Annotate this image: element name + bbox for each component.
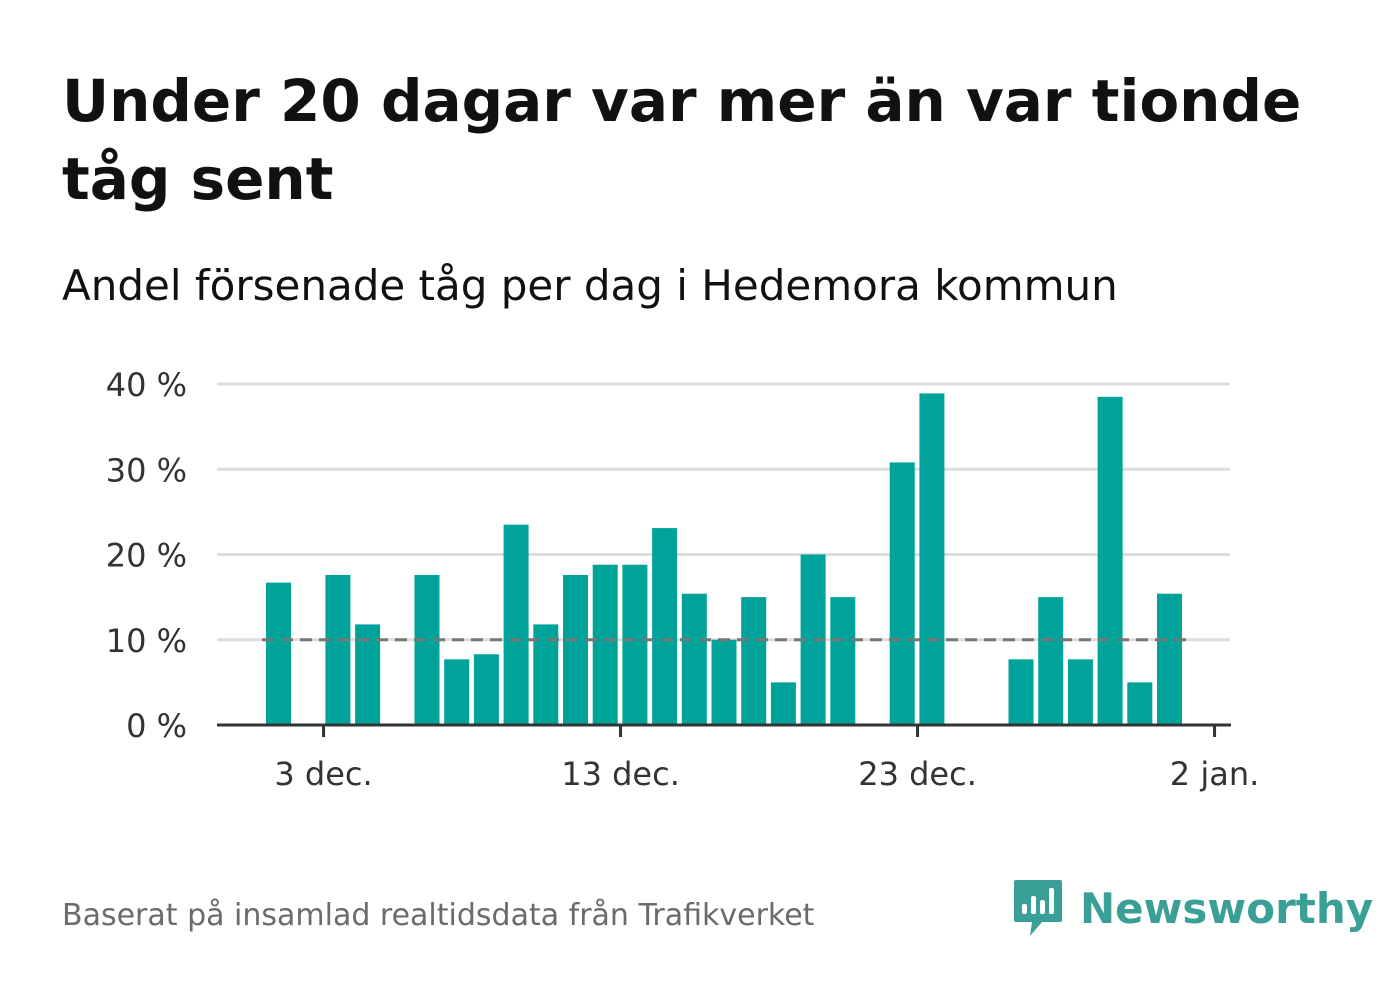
y-tick-label: 10 % — [106, 622, 187, 660]
bar — [681, 593, 707, 725]
x-tick-label: 23 dec. — [858, 755, 977, 793]
bar — [563, 574, 588, 725]
bar — [473, 654, 499, 725]
bar — [1127, 682, 1153, 725]
y-tick-label: 0 % — [126, 707, 187, 745]
source-note: Baserat på insamlad realtidsdata från Tr… — [62, 898, 815, 933]
bar — [503, 524, 529, 725]
bar — [652, 528, 678, 725]
bar — [1008, 659, 1034, 725]
bar — [1097, 396, 1123, 725]
x-tick-label: 13 dec. — [561, 755, 680, 793]
bar — [325, 574, 351, 725]
brand-name: Newsworthy — [1080, 884, 1374, 933]
newsworthy-logo: Newsworthy — [1012, 878, 1373, 940]
bar — [830, 597, 856, 725]
bar — [741, 597, 767, 725]
x-tick-label: 3 dec. — [274, 755, 372, 793]
y-tick-label: 30 % — [106, 451, 187, 489]
bar — [1157, 593, 1182, 725]
bar — [919, 393, 945, 725]
bar — [1038, 597, 1064, 725]
chart-title: Under 20 dagar var mer än var tionde tåg… — [62, 67, 1302, 213]
bar — [414, 574, 440, 725]
bar — [622, 564, 648, 725]
newsworthy-logo-icon — [1014, 880, 1062, 936]
y-tick-label: 40 % — [106, 366, 187, 404]
bar — [266, 582, 291, 725]
chart-subtitle: Andel försenade tåg per dag i Hedemora k… — [62, 261, 1118, 310]
bar — [592, 564, 618, 725]
x-tick-label: 2 jan. — [1170, 755, 1259, 793]
bar — [889, 462, 915, 725]
bar — [770, 682, 796, 725]
bar — [711, 639, 737, 725]
bar — [1067, 659, 1093, 725]
bar — [444, 659, 470, 725]
y-tick-label: 20 % — [106, 537, 187, 575]
